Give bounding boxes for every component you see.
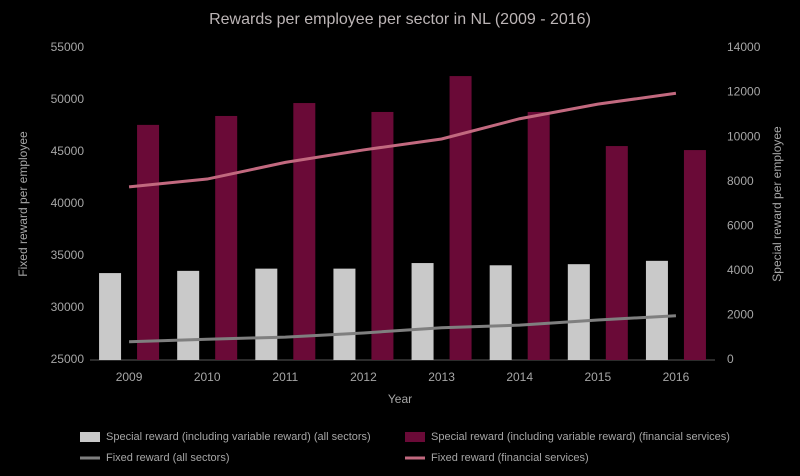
bar	[215, 115, 238, 360]
legend-label: Fixed reward (financial services)	[431, 452, 589, 464]
x-tick-label: 2015	[584, 370, 611, 384]
bar	[527, 111, 550, 361]
bar	[293, 103, 316, 360]
y-tick-label: 50000	[51, 92, 85, 106]
y-tick-label: 45000	[51, 144, 85, 158]
bar	[605, 146, 628, 360]
y-tick-label: 30000	[51, 300, 85, 314]
legend-label: Special reward (including variable rewar…	[106, 431, 371, 443]
chart-title: Rewards per employee per sector in NL (2…	[209, 11, 591, 28]
bar	[411, 263, 434, 360]
bar	[567, 264, 590, 360]
y-tick-label: 55000	[51, 40, 85, 54]
y-tick-label: 25000	[51, 352, 85, 366]
bar	[177, 270, 200, 360]
legend-swatch	[405, 432, 425, 442]
bar	[137, 124, 160, 360]
y2-tick-label: 6000	[727, 218, 754, 232]
y2-tick-label: 12000	[727, 85, 761, 99]
bar	[255, 268, 278, 360]
bar	[449, 76, 472, 360]
y-tick-label: 40000	[51, 196, 85, 210]
legend-label: Special reward (including variable rewar…	[431, 431, 730, 443]
x-tick-label: 2014	[506, 370, 533, 384]
y2-tick-label: 8000	[727, 174, 754, 188]
bar	[333, 268, 356, 360]
y2-tick-label: 10000	[727, 129, 761, 143]
x-tick-label: 2016	[663, 370, 690, 384]
y2-tick-label: 2000	[727, 308, 754, 322]
x-tick-label: 2012	[350, 370, 377, 384]
x-axis-label: Year	[388, 392, 412, 406]
y2-tick-label: 4000	[727, 263, 754, 277]
bar	[99, 273, 122, 360]
legend-label: Fixed reward (all sectors)	[106, 452, 229, 464]
bar	[683, 150, 706, 360]
line	[128, 91, 677, 189]
line	[129, 314, 677, 344]
y2-tick-label: 0	[727, 352, 734, 366]
x-tick-label: 2011	[272, 370, 298, 384]
y-axis-label: Fixed reward per employee	[16, 131, 30, 277]
y2-tick-label: 14000	[727, 40, 761, 54]
bar	[489, 265, 512, 360]
y-tick-label: 35000	[51, 248, 85, 262]
bar	[645, 260, 668, 360]
legend-swatch	[80, 432, 100, 442]
bar	[371, 111, 394, 361]
x-tick-label: 2009	[116, 370, 143, 384]
x-tick-label: 2013	[428, 370, 455, 384]
y2-axis-label: Special reward per employee	[770, 126, 784, 282]
x-tick-label: 2010	[194, 370, 221, 384]
